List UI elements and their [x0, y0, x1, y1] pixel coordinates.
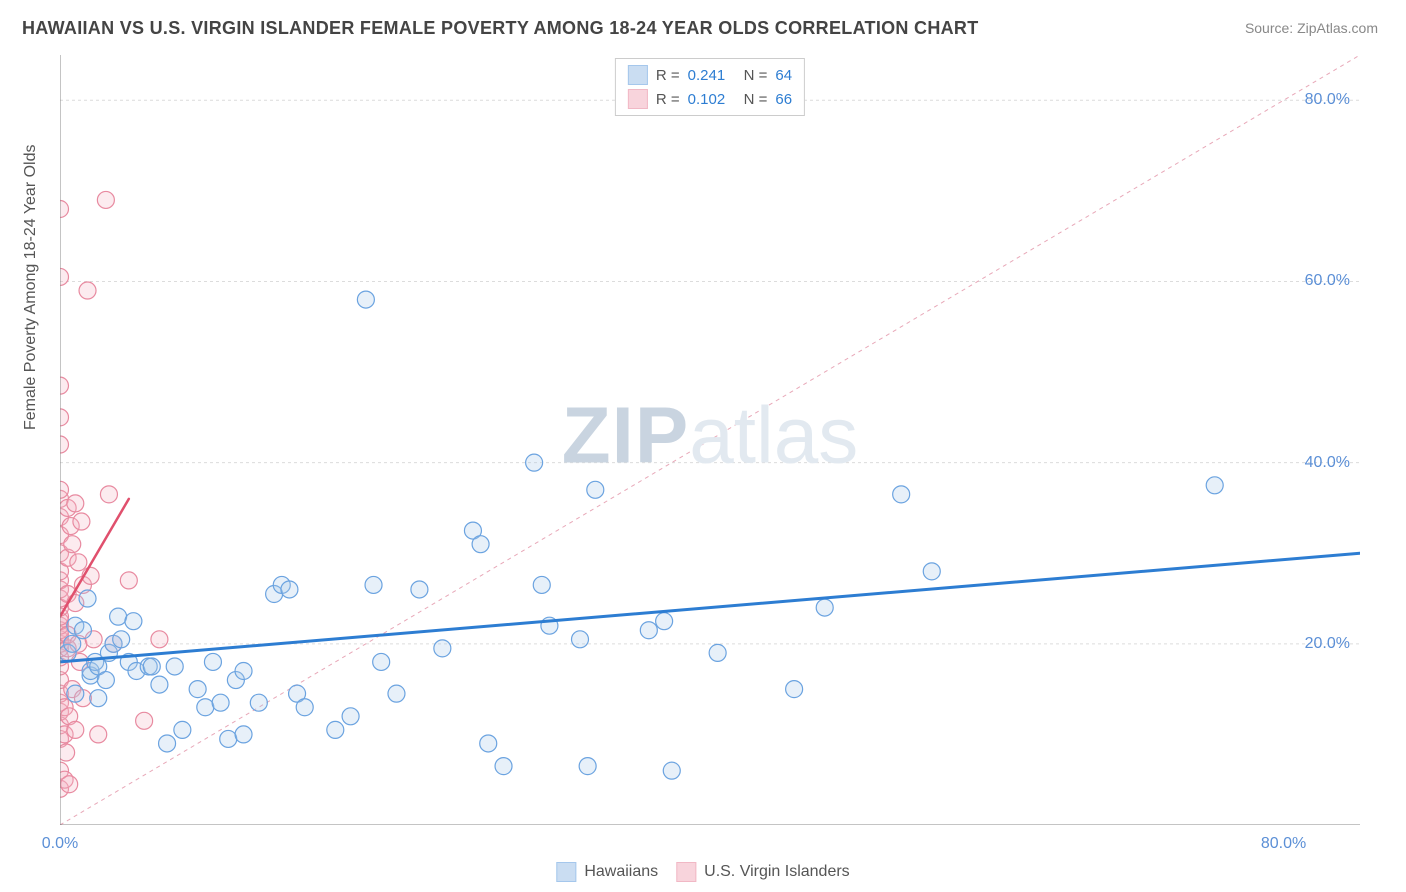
correlation-legend: R = 0.241 N = 64 R = 0.102 N = 66	[615, 58, 805, 116]
r-value-usvi: 0.102	[688, 91, 736, 108]
x-tick-label: 80.0%	[1261, 835, 1306, 853]
n-value-hawaiians: 64	[775, 67, 792, 84]
correlation-legend-row: R = 0.102 N = 66	[624, 87, 796, 111]
legend-item: Hawaiians	[556, 862, 658, 882]
legend-label: U.S. Virgin Islanders	[704, 863, 850, 881]
legend-swatch	[556, 862, 576, 882]
r-label: R =	[656, 67, 680, 84]
r-label: R =	[656, 91, 680, 108]
y-axis-label: Female Poverty Among 18-24 Year Olds	[22, 145, 40, 431]
source-attribution: Source: ZipAtlas.com	[1245, 20, 1378, 36]
legend-swatch	[676, 862, 696, 882]
n-label: N =	[744, 67, 768, 84]
r-value-hawaiians: 0.241	[688, 67, 736, 84]
x-tick-label: 0.0%	[42, 835, 78, 853]
y-tick-label: 40.0%	[1305, 454, 1350, 472]
n-value-usvi: 66	[775, 91, 792, 108]
legend-item: U.S. Virgin Islanders	[676, 862, 850, 882]
y-tick-label: 80.0%	[1305, 91, 1350, 109]
correlation-legend-row: R = 0.241 N = 64	[624, 63, 796, 87]
scatter-chart	[60, 55, 1360, 825]
legend-label: Hawaiians	[584, 863, 658, 881]
chart-title: HAWAIIAN VS U.S. VIRGIN ISLANDER FEMALE …	[22, 18, 979, 39]
y-tick-label: 60.0%	[1305, 272, 1350, 290]
y-tick-label: 20.0%	[1305, 635, 1350, 653]
plot-area: ZIPatlas R = 0.241 N = 64 R = 0.102 N = …	[60, 55, 1360, 825]
legend-swatch-usvi	[628, 89, 648, 109]
series-legend: Hawaiians U.S. Virgin Islanders	[556, 862, 849, 882]
n-label: N =	[744, 91, 768, 108]
legend-swatch-hawaiians	[628, 65, 648, 85]
